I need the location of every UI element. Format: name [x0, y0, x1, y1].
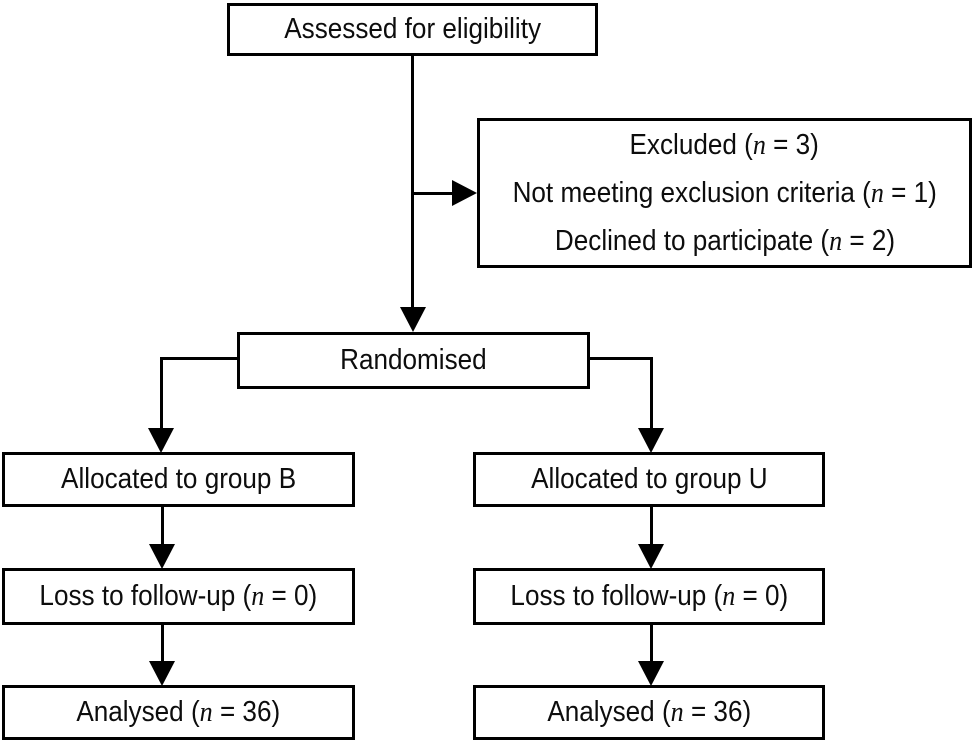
box-loss-followup-u: Loss to follow-up (n = 0): [473, 568, 825, 625]
stat-post: = 1): [883, 177, 937, 209]
arrowhead-down-icon: [400, 307, 426, 332]
box-allocated-group-u: Allocated to group U: [473, 452, 825, 507]
stat-n-symbol: n: [753, 129, 767, 161]
arrowhead-down-icon: [149, 661, 175, 686]
loss-u-label: Loss to follow-up (n = 0): [510, 581, 788, 611]
box-assessed-for-eligibility: Assessed for eligibility: [227, 3, 598, 56]
arrowhead-right-icon: [452, 180, 477, 206]
arrowhead-down-icon: [148, 428, 174, 453]
excluded-line-total: Excluded (n = 3): [630, 121, 819, 169]
stat-pre: Not meeting exclusion criteria (: [512, 177, 871, 209]
arrowhead-down-icon: [149, 544, 175, 569]
excluded-line-declined: Declined to participate (n = 2): [554, 217, 894, 265]
stat-post: = 0): [264, 580, 318, 613]
box-allocated-group-b: Allocated to group B: [2, 452, 355, 507]
branch-left-horizontal-line: [160, 357, 237, 360]
stat-post: = 36): [212, 696, 281, 729]
stat-pre: Loss to follow-up (: [39, 580, 252, 613]
arrowhead-down-icon: [638, 661, 664, 686]
allocated-u-label: Allocated to group U: [530, 463, 768, 496]
stat-n-symbol: n: [199, 696, 213, 729]
stat-n-symbol: n: [721, 580, 735, 613]
arrowhead-down-icon: [638, 428, 664, 453]
stat-pre: Loss to follow-up (: [510, 580, 722, 613]
connector-lossb-analysedb-line: [161, 625, 164, 662]
stat-pre: Analysed (: [76, 696, 200, 729]
box-analysed-u: Analysed (n = 36): [473, 685, 825, 740]
stat-pre: Declined to participate (: [554, 225, 829, 257]
arrowhead-down-icon: [638, 544, 664, 569]
stat-n-symbol: n: [251, 580, 265, 613]
branch-left-vertical-line: [160, 357, 163, 428]
stat-post: = 3): [766, 129, 820, 161]
branch-right-horizontal-line: [590, 357, 653, 360]
connector-lossu-analysedu-line: [650, 625, 653, 662]
allocated-b-label: Allocated to group B: [60, 463, 297, 496]
stat-post: = 0): [734, 580, 788, 613]
stat-n-symbol: n: [828, 225, 842, 257]
connector-excluded-line: [411, 192, 453, 195]
box-analysed-b: Analysed (n = 36): [2, 685, 355, 740]
branch-right-vertical-line: [650, 357, 653, 428]
excluded-line-criteria: Not meeting exclusion criteria (n = 1): [512, 169, 936, 217]
randomised-label: Randomised: [340, 344, 487, 377]
analysed-u-label: Analysed (n = 36): [547, 697, 751, 727]
stat-n-symbol: n: [670, 696, 684, 729]
stat-post: = 2): [841, 225, 895, 257]
connector-assessed-randomised-line: [411, 56, 414, 307]
stat-pre: Analysed (: [547, 696, 671, 729]
connector-allocu-lossu-line: [650, 507, 653, 545]
loss-b-label: Loss to follow-up (n = 0): [40, 581, 318, 611]
box-excluded: Excluded (n = 3) Not meeting exclusion c…: [477, 118, 972, 268]
stat-pre: Excluded (: [629, 129, 754, 161]
analysed-b-label: Analysed (n = 36): [77, 697, 281, 727]
stat-post: = 36): [683, 696, 751, 729]
stat-n-symbol: n: [870, 177, 884, 209]
assessed-label: Assessed for eligibility: [284, 13, 541, 46]
box-randomised: Randomised: [237, 332, 590, 389]
connector-allocb-lossb-line: [161, 507, 164, 545]
box-loss-followup-b: Loss to follow-up (n = 0): [2, 568, 355, 625]
